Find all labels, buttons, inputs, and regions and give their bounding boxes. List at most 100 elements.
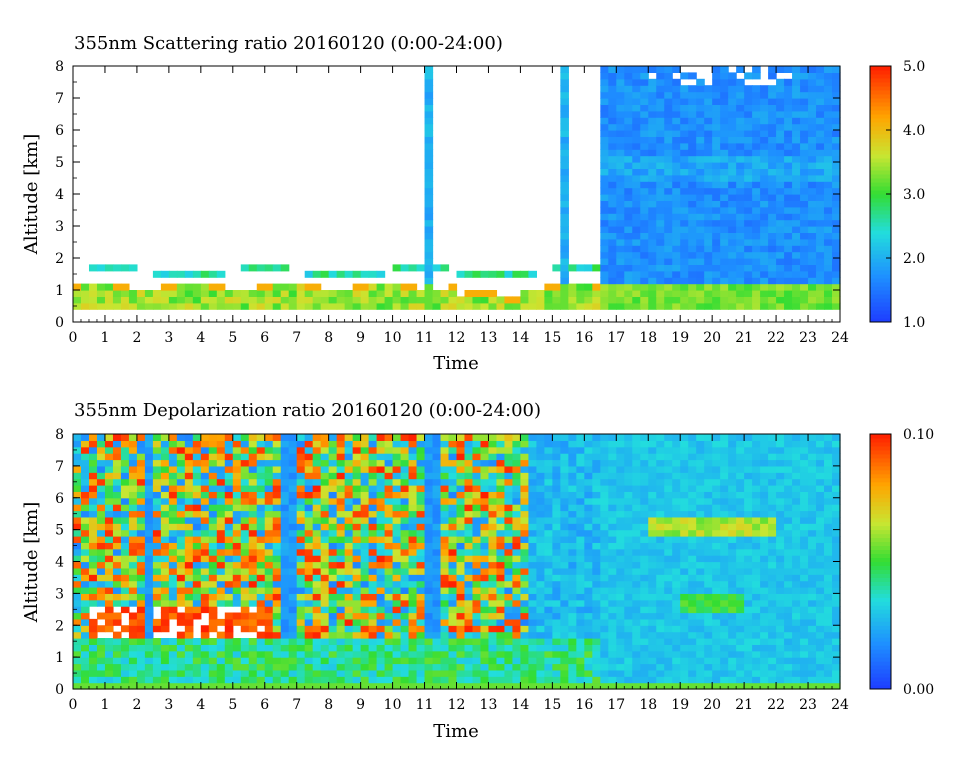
heatmap-cell: [328, 542, 338, 550]
heatmap-cell: [728, 251, 737, 259]
heatmap-cell: [392, 676, 402, 684]
heatmap-cell: [640, 440, 649, 448]
heatmap-cell: [448, 606, 458, 614]
heatmap-cell: [592, 504, 601, 512]
heatmap-cell: [624, 542, 633, 550]
heatmap-cell: [136, 625, 146, 633]
heatmap-cell: [608, 264, 617, 272]
heatmap-cell: [360, 283, 370, 291]
heatmap-cell: [464, 587, 474, 594]
heatmap-cell: [776, 232, 785, 240]
heatmap-cell: [680, 644, 689, 652]
heatmap-cell: [408, 631, 418, 639]
heatmap-cell: [728, 296, 737, 304]
heatmap-cell: [424, 136, 434, 144]
heatmap-cell: [424, 465, 434, 473]
heatmap-cell: [544, 644, 553, 652]
heatmap-cell: [768, 226, 777, 233]
heatmap-cell: [640, 446, 649, 454]
heatmap-cell: [592, 536, 601, 543]
heatmap-cell: [168, 283, 178, 291]
heatmap-cell: [800, 66, 809, 73]
heatmap-cell: [328, 302, 338, 310]
heatmap-cell: [688, 555, 697, 563]
heatmap-cell: [312, 669, 322, 677]
heatmap-cell: [328, 434, 338, 441]
heatmap-cell: [304, 612, 314, 620]
heatmap-cell: [200, 270, 210, 278]
heatmap-cell: [88, 485, 98, 492]
heatmap-cell: [672, 606, 681, 614]
heatmap-cell: [696, 232, 705, 240]
heatmap-cell: [640, 491, 649, 499]
heatmap-cell: [232, 644, 242, 652]
heatmap-cell: [408, 529, 418, 537]
heatmap-cell: [600, 302, 609, 310]
heatmap-cell: [664, 78, 673, 86]
heatmap-cell: [712, 580, 721, 588]
heatmap-cell: [688, 497, 697, 505]
heatmap-cell: [624, 587, 633, 594]
heatmap-cell: [512, 587, 522, 594]
heatmap-cell: [696, 264, 705, 272]
heatmap-cell: [144, 612, 154, 620]
heatmap-cell: [456, 542, 466, 550]
heatmap-cell: [520, 593, 530, 601]
heatmap-cell: [312, 290, 322, 297]
heatmap-cell: [384, 523, 394, 531]
heatmap-cell: [832, 155, 841, 163]
heatmap-cell: [200, 485, 210, 492]
heatmap-cell: [784, 155, 793, 163]
heatmap-cell: [216, 548, 226, 556]
heatmap-cell: [784, 264, 793, 272]
heatmap-cell: [392, 574, 402, 582]
heatmap-cell: [712, 219, 721, 227]
heatmap-cell: [73, 644, 82, 652]
heatmap-cell: [472, 516, 482, 524]
heatmap-cell: [224, 548, 234, 556]
heatmap-cell: [304, 478, 314, 486]
heatmap-cell: [328, 567, 338, 575]
heatmap-cell: [312, 302, 322, 310]
heatmap-cell: [376, 555, 386, 563]
heatmap-cell: [328, 574, 338, 582]
heatmap-cell: [608, 536, 617, 543]
heatmap-cell: [776, 104, 785, 112]
heatmap-cell: [736, 78, 745, 86]
heatmap-cell: [464, 631, 474, 639]
heatmap-cell: [680, 516, 689, 524]
heatmap-cell: [80, 440, 90, 448]
heatmap-cell: [704, 676, 713, 684]
heatmap-cell: [688, 296, 697, 304]
heatmap-cell: [664, 504, 673, 512]
heatmap-cell: [616, 155, 625, 163]
heatmap-cell: [312, 606, 322, 614]
heatmap-cell: [624, 478, 633, 486]
heatmap-cell: [632, 491, 641, 499]
heatmap-cell: [352, 625, 362, 633]
heatmap-cell: [160, 485, 170, 492]
heatmap-cell: [168, 270, 178, 278]
heatmap-cell: [712, 669, 721, 677]
heatmap-cell: [216, 574, 226, 582]
heatmap-cell: [488, 491, 498, 499]
heatmap-cell: [216, 516, 226, 524]
heatmap-cell: [656, 162, 665, 169]
heatmap-cell: [272, 523, 282, 531]
heatmap-cell: [272, 644, 282, 652]
heatmap-cell: [368, 657, 378, 665]
heatmap-cell: [720, 187, 729, 195]
heatmap-cell: [392, 567, 402, 575]
heatmap-cell: [640, 72, 649, 80]
heatmap-cell: [216, 555, 226, 563]
heatmap-cell: [656, 213, 665, 221]
heatmap-cell: [456, 270, 466, 278]
heatmap-cell: [552, 491, 561, 499]
heatmap-cell: [384, 663, 394, 671]
heatmap-cell: [808, 155, 817, 163]
heatmap-cell: [392, 472, 402, 480]
heatmap-cell: [560, 98, 569, 105]
heatmap-cell: [480, 567, 490, 575]
heatmap-cell: [792, 290, 801, 297]
colorbar-segment: [870, 142, 891, 147]
